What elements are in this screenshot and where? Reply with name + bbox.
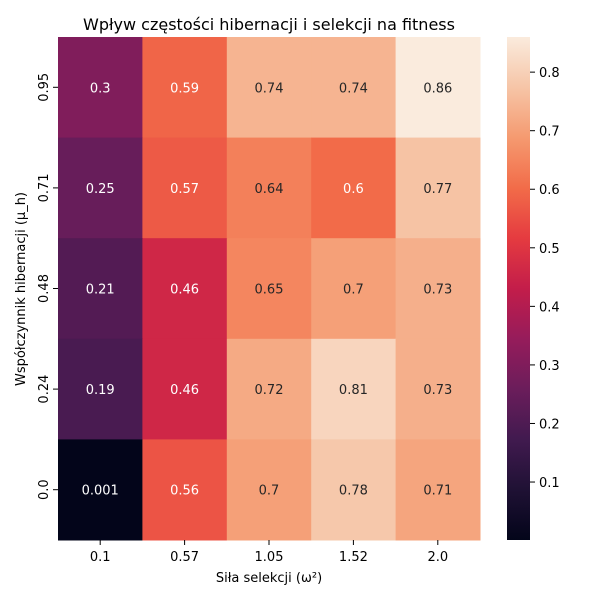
cell-value-label: 0.73 bbox=[423, 283, 452, 298]
cell-value-label: 0.21 bbox=[86, 283, 115, 298]
cell-value-label: 0.59 bbox=[170, 81, 199, 96]
cell-value-label: 0.3 bbox=[90, 81, 111, 96]
heatmap-cell bbox=[226, 137, 312, 239]
heatmap-cell bbox=[311, 137, 397, 239]
x-axis-label: Siła selekcji (ω²) bbox=[216, 571, 322, 586]
colorbar bbox=[507, 37, 530, 540]
heatmap-cell bbox=[226, 338, 312, 440]
heatmap-cell bbox=[395, 338, 481, 440]
x-axis: 0.1 0.57 1.05 1.52 2.0 bbox=[90, 540, 448, 565]
heatmap-cell bbox=[142, 238, 228, 340]
y-axis: 0.95 0.71 0.48 0.24 0.0 bbox=[37, 73, 58, 500]
colorbar-tick-label: 0.2 bbox=[539, 417, 560, 432]
heatmap-cell-labels: 0.3 0.59 0.74 0.74 0.86 0.25 0.57 0.64 0.6 0.77 0.… bbox=[82, 81, 453, 498]
heatmap-cell bbox=[142, 439, 228, 541]
colorbar-tick-label: 0.6 bbox=[539, 183, 560, 198]
cell-value-label: 0.73 bbox=[423, 383, 452, 398]
cell-value-label: 0.77 bbox=[423, 182, 452, 197]
heatmap-cell bbox=[226, 37, 312, 139]
cell-value-label: 0.25 bbox=[86, 182, 115, 197]
heatmap-cell bbox=[142, 37, 228, 139]
cell-value-label: 0.001 bbox=[82, 484, 119, 499]
y-axis-label: Współczynnik hibernacji (μ_h) bbox=[14, 192, 29, 386]
colorbar-tick-label: 0.8 bbox=[539, 66, 560, 81]
cell-value-label: 0.81 bbox=[339, 383, 368, 398]
x-tick-label: 0.57 bbox=[170, 550, 199, 565]
cell-value-label: 0.19 bbox=[86, 383, 115, 398]
cell-value-label: 0.6 bbox=[343, 182, 364, 197]
y-tick-label: 0.0 bbox=[37, 479, 52, 500]
cell-value-label: 0.74 bbox=[339, 81, 368, 96]
colorbar-tick-label: 0.4 bbox=[539, 300, 560, 315]
heatmap-cell bbox=[311, 439, 397, 541]
colorbar-tick-label: 0.3 bbox=[539, 359, 560, 374]
cell-value-label: 0.57 bbox=[170, 182, 199, 197]
heatmap-cell bbox=[395, 439, 481, 541]
heatmap-cell bbox=[58, 238, 143, 340]
x-tick-label: 2.0 bbox=[427, 550, 448, 565]
cell-value-label: 0.64 bbox=[255, 182, 284, 197]
colorbar-tick-label: 0.5 bbox=[539, 242, 560, 257]
x-tick-label: 1.52 bbox=[339, 550, 368, 565]
colorbar-tick-label: 0.1 bbox=[539, 476, 560, 491]
cell-value-label: 0.74 bbox=[255, 81, 284, 96]
colorbar-tick-label: 0.7 bbox=[539, 125, 560, 140]
cell-value-label: 0.78 bbox=[339, 484, 368, 499]
heatmap-cell bbox=[395, 37, 481, 139]
y-tick-label: 0.71 bbox=[37, 173, 52, 202]
heatmap-cell bbox=[58, 338, 143, 440]
cell-value-label: 0.46 bbox=[170, 283, 199, 298]
y-tick-label: 0.24 bbox=[37, 375, 52, 404]
heatmap-cell bbox=[395, 238, 481, 340]
cell-value-label: 0.72 bbox=[255, 383, 284, 398]
heatmap-cell bbox=[58, 439, 143, 541]
cell-value-label: 0.7 bbox=[343, 283, 364, 298]
heatmap-cell bbox=[142, 338, 228, 440]
cell-value-label: 0.7 bbox=[259, 484, 280, 499]
colorbar-ticks: 0.1 0.2 0.3 0.4 0.5 0.6 0.7 0.8 bbox=[530, 66, 560, 491]
heatmap-cell bbox=[395, 137, 481, 239]
cell-value-label: 0.46 bbox=[170, 383, 199, 398]
cell-value-label: 0.86 bbox=[423, 81, 452, 96]
heatmap-cell bbox=[226, 439, 312, 541]
heatmap-cell bbox=[226, 238, 312, 340]
heatmap-cells bbox=[58, 37, 481, 541]
heatmap-cell bbox=[142, 137, 228, 239]
heatmap-cell bbox=[58, 137, 143, 239]
chart-title: Wpływ częstości hibernacji i selekcji na… bbox=[83, 15, 455, 34]
heatmap-cell bbox=[311, 37, 397, 139]
heatmap-cell bbox=[311, 238, 397, 340]
x-tick-label: 0.1 bbox=[90, 550, 111, 565]
cell-value-label: 0.71 bbox=[423, 484, 452, 499]
cell-value-label: 0.56 bbox=[170, 484, 199, 499]
heatmap-cell bbox=[58, 37, 143, 139]
cell-value-label: 0.65 bbox=[255, 283, 284, 298]
y-tick-label: 0.95 bbox=[37, 73, 52, 102]
heatmap-cell bbox=[311, 338, 397, 440]
y-tick-label: 0.48 bbox=[37, 274, 52, 303]
x-tick-label: 1.05 bbox=[255, 550, 284, 565]
